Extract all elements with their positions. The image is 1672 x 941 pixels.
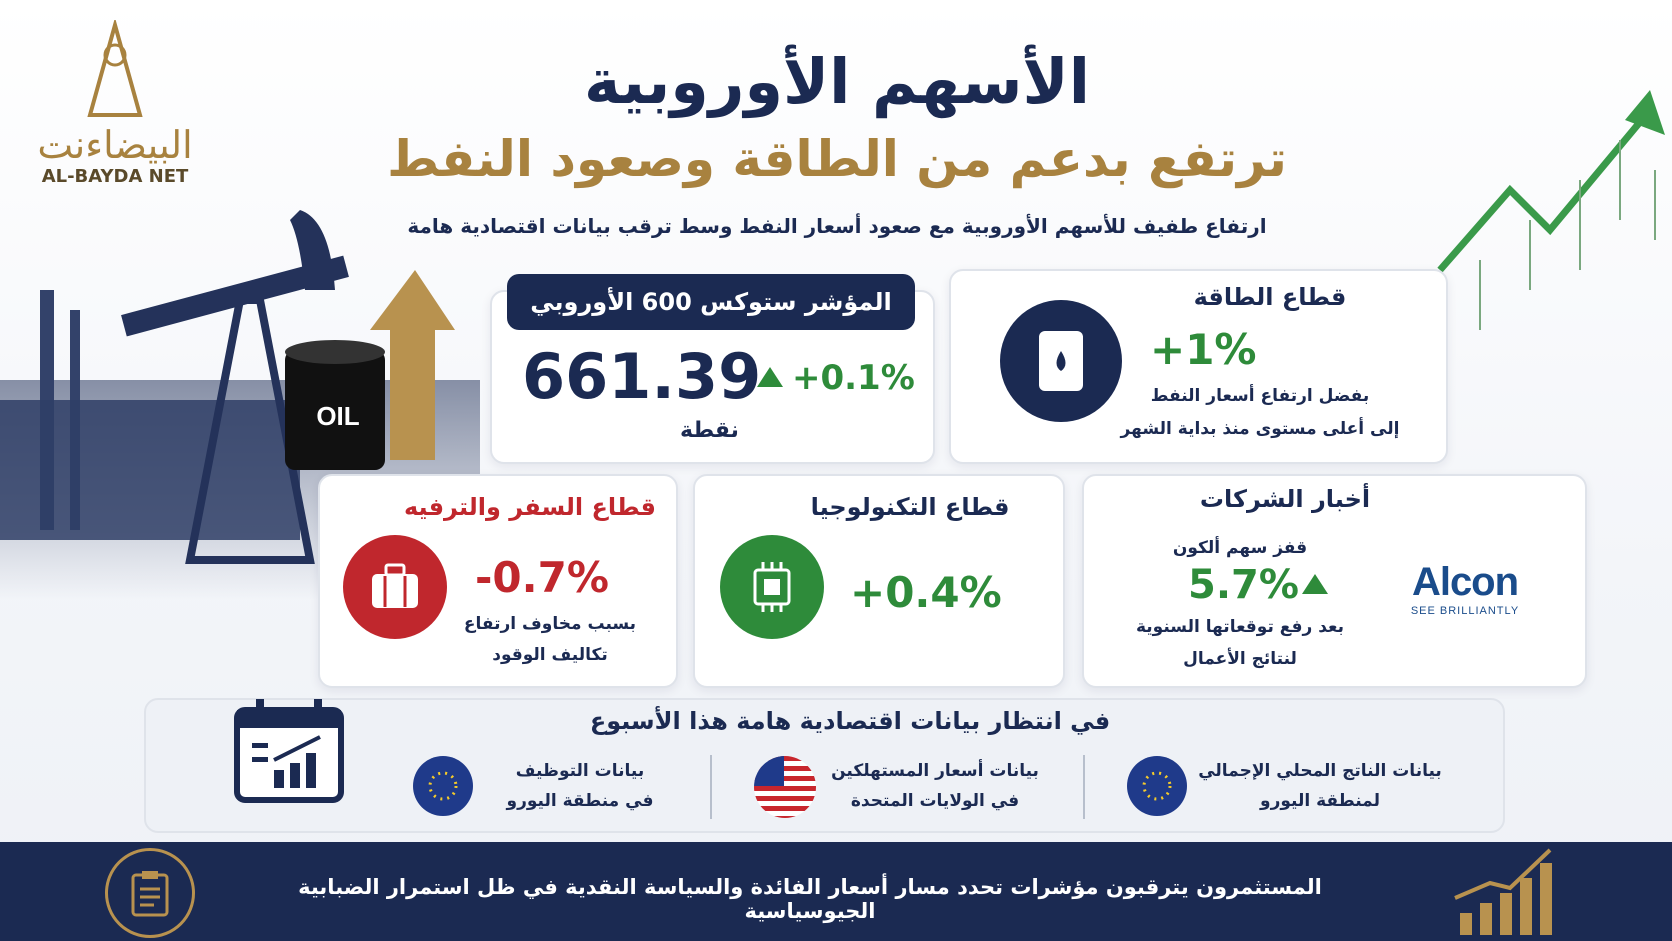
logo: البيضاءنت AL-BAYDA NET [20, 17, 210, 187]
index-unit: نقطة [680, 418, 739, 443]
calendar-item-line: في الولايات المتحدة [850, 791, 1020, 811]
companies-note-1: بعد رفع توقعاتها السنوية [1135, 617, 1345, 637]
brand-name: Alcon [1411, 560, 1519, 604]
divider [1083, 755, 1085, 819]
companies-note-2: لنتائج الأعمال [1183, 649, 1297, 669]
energy-value: +1% [1150, 325, 1257, 374]
tech-value: +0.4% [850, 568, 1002, 617]
subtitle: ترتفع بدعم من الطاقة وصعود النفط [387, 130, 1287, 188]
companies-lead: قفز سهم ألكون [1172, 538, 1308, 558]
suitcase-icon [343, 535, 447, 639]
calendar-title: في انتظار بيانات اقتصادية هامة هذا الأسب… [589, 707, 1111, 735]
footer [0, 842, 1672, 941]
calendar-item-line: بيانات أسعار المستهلكين [831, 761, 1039, 781]
companies-title: أخبار الشركات [1199, 485, 1371, 513]
companies-card [1082, 474, 1587, 688]
logo-arabic: البيضاءنت [37, 123, 193, 167]
companies-value: 5.7% [1188, 562, 1299, 608]
chip-icon [720, 535, 824, 639]
eu-flag [1127, 756, 1187, 816]
index-change: +0.1% [792, 358, 915, 398]
us-flag [754, 756, 816, 818]
description: ارتفاع طفيف للأسهم الأوروبية مع صعود أسع… [407, 214, 1267, 238]
calendar-icon [234, 699, 344, 803]
barrel-label: OIL [316, 401, 359, 431]
logo-english: AL-BAYDA NET [41, 166, 189, 187]
travel-note-1: بسبب مخاوف ارتفاع [463, 614, 637, 634]
calendar-item: بيانات الناتج المحلي الإجمالي لمنطقة اليو… [1180, 756, 1460, 816]
barrel-icon [1000, 300, 1122, 422]
eu-flag [413, 756, 473, 816]
energy-note-2: إلى أعلى مستوى منذ بداية الشهر [1120, 419, 1400, 439]
up-triangle [1302, 574, 1328, 594]
calendar-item-line: في منطقة اليورو [506, 791, 654, 811]
title: الأسهم الأوروبية [584, 45, 1090, 118]
footer-text: المستثمرون يترقبون مؤشرات تحدد مسار أسعا… [298, 875, 1322, 923]
up-triangle [757, 367, 783, 387]
tech-title: قطاع التكنولوجيا [810, 493, 1010, 521]
clipboard-icon [105, 848, 195, 938]
calendar-box [144, 698, 1505, 833]
calendar-item: بيانات التوظيف في منطقة اليورو [480, 756, 680, 816]
travel-value: -0.7% [475, 553, 609, 602]
calendar-item-line: بيانات الناتج المحلي الإجمالي [1198, 761, 1442, 781]
trend-arrow [1437, 90, 1665, 330]
divider [710, 755, 712, 819]
brand-tagline: SEE BRILLIANTLY [1410, 605, 1520, 617]
logo-mark [87, 17, 143, 117]
travel-title: قطاع السفر والترفيه [403, 493, 657, 521]
index-value: 661.39 [522, 340, 762, 413]
brand: Alcon SEE BRILLIANTLY [1395, 560, 1535, 617]
energy-title: قطاع الطاقة [1193, 283, 1347, 311]
energy-note-1: بفضل ارتفاع أسعار النفط [1150, 386, 1370, 406]
travel-note-2: تكاليف الوقود [492, 645, 608, 665]
growth-icon [1454, 848, 1552, 935]
calendar-item: بيانات أسعار المستهلكين في الولايات المتح… [810, 756, 1060, 816]
calendar-item-line: لمنطقة اليورو [1260, 791, 1380, 811]
index-label: المؤشر ستوكس 600 الأوروبي [507, 274, 915, 330]
calendar-item-line: بيانات التوظيف [515, 761, 645, 781]
